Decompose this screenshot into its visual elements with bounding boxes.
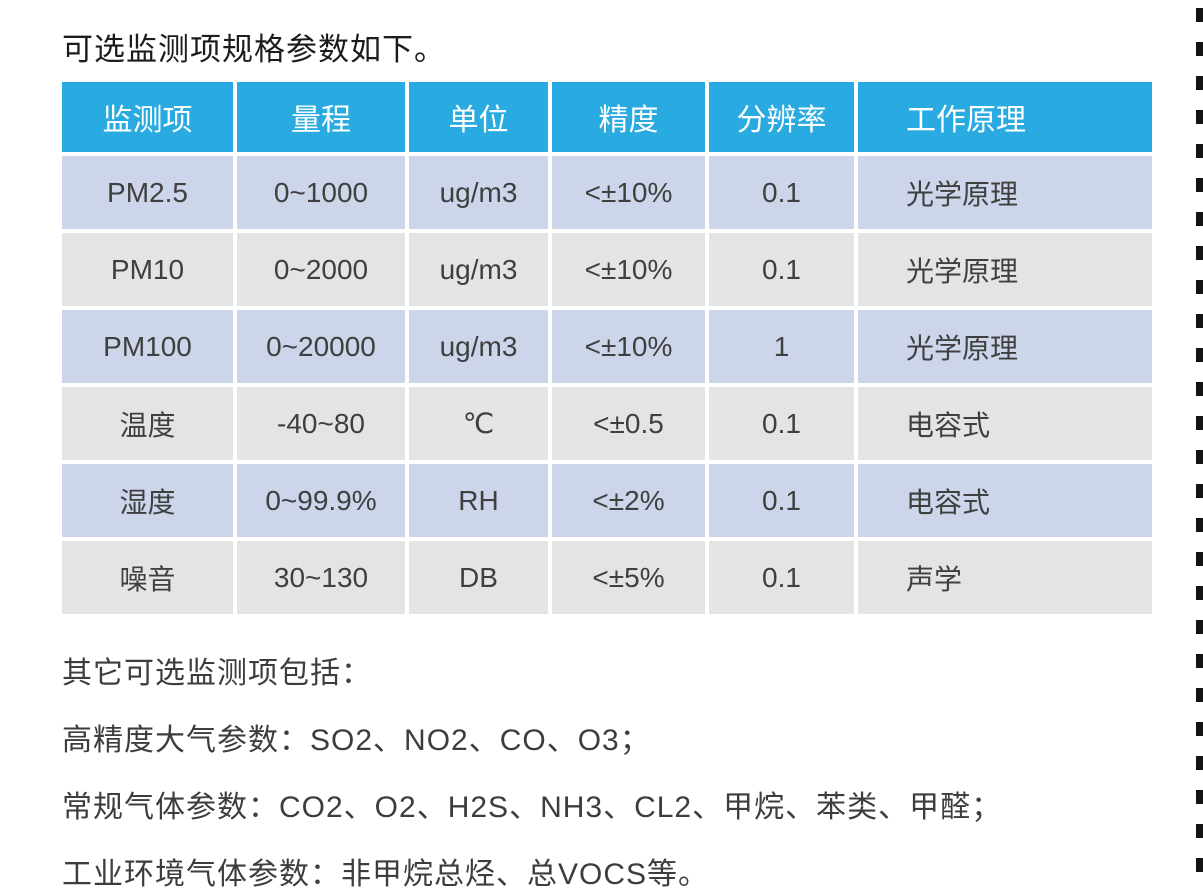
table-cell: ug/m3 (409, 233, 548, 306)
table-cell: PM100 (62, 310, 233, 383)
table-cell: DB (409, 541, 548, 614)
notes-atmosphere-line: 高精度大气参数：SO2、NO2、CO、O3； (62, 724, 651, 757)
table-cell: RH (409, 464, 548, 537)
spec-table-body: PM2.5 0~1000 ug/m3 <±10% 0.1 光学原理 PM10 0~2000 ug… (62, 156, 1152, 614)
table-cell: 0~1000 (237, 156, 405, 229)
table-cell: 0~2000 (237, 233, 405, 306)
table-cell: ℃ (409, 387, 548, 460)
table-cell: 30~130 (237, 541, 405, 614)
table-cell: <±5% (552, 541, 705, 614)
table-cell: ug/m3 (409, 156, 548, 229)
table-cell: 声学 (858, 541, 1152, 614)
table-cell: 0~99.9% (237, 464, 405, 537)
table-cell: 0.1 (709, 464, 854, 537)
table-cell: ug/m3 (409, 310, 548, 383)
table-cell: 光学原理 (858, 310, 1152, 383)
table-cell: 温度 (62, 387, 233, 460)
table-cell: 电容式 (858, 387, 1152, 460)
table-cell: 噪音 (62, 541, 233, 614)
table-cell: PM2.5 (62, 156, 233, 229)
table-cell: <±2% (552, 464, 705, 537)
table-cell: 电容式 (858, 464, 1152, 537)
table-cell: 0.1 (709, 156, 854, 229)
table-cell: 湿度 (62, 464, 233, 537)
notes-intro-line: 其它可选监测项包括： (62, 657, 372, 690)
table-cell: 0.1 (709, 387, 854, 460)
notes-industrial-line: 工业环境气体参数：非甲烷总烃、总VOCS等。 (62, 858, 710, 888)
table-cell: 0.1 (709, 233, 854, 306)
header-cell-principle: 工作原理 (858, 82, 1152, 152)
table-header-row: 监测项 量程 单位 精度 分辨率 工作原理 (62, 82, 1152, 152)
table-cell: <±10% (552, 310, 705, 383)
table-cell: 0~20000 (237, 310, 405, 383)
table-cell: 光学原理 (858, 156, 1152, 229)
header-cell-unit: 单位 (409, 82, 548, 152)
table-row: 温度 -40~80 ℃ <±0.5 0.1 电容式 (62, 387, 1152, 460)
header-cell-resolution: 分辨率 (709, 82, 854, 152)
spec-table-header: 监测项 量程 单位 精度 分辨率 工作原理 (62, 82, 1152, 152)
table-cell: PM10 (62, 233, 233, 306)
table-cell: <±10% (552, 156, 705, 229)
page-title: 可选监测项规格参数如下。 (62, 32, 446, 67)
table-row: PM2.5 0~1000 ug/m3 <±10% 0.1 光学原理 (62, 156, 1152, 229)
page-edge-dashed-line (1196, 8, 1203, 888)
notes-section: 其它可选监测项包括： 高精度大气参数：SO2、NO2、CO、O3； 常规气体参数… (62, 648, 1162, 888)
table-row: PM10 0~2000 ug/m3 <±10% 0.1 光学原理 (62, 233, 1152, 306)
table-row: 湿度 0~99.9% RH <±2% 0.1 电容式 (62, 464, 1152, 537)
header-cell-range: 量程 (237, 82, 405, 152)
spec-table: 监测项 量程 单位 精度 分辨率 工作原理 PM2.5 0~1000 ug/m3 <±… (58, 78, 1156, 618)
table-cell: -40~80 (237, 387, 405, 460)
table-cell: <±0.5 (552, 387, 705, 460)
table-cell: 0.1 (709, 541, 854, 614)
table-cell: 1 (709, 310, 854, 383)
header-cell-accuracy: 精度 (552, 82, 705, 152)
header-cell-item: 监测项 (62, 82, 233, 152)
table-cell: 光学原理 (858, 233, 1152, 306)
table-row: PM100 0~20000 ug/m3 <±10% 1 光学原理 (62, 310, 1152, 383)
table-cell: <±10% (552, 233, 705, 306)
notes-common-gas-line: 常规气体参数：CO2、O2、H2S、NH3、CL2、甲烷、苯类、甲醛； (62, 791, 1003, 824)
table-row: 噪音 30~130 DB <±5% 0.1 声学 (62, 541, 1152, 614)
